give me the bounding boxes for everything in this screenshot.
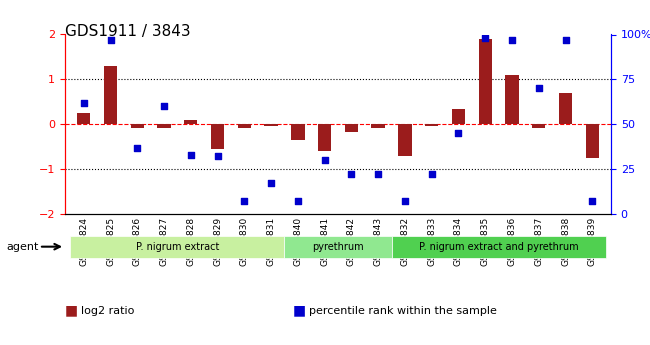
Point [132, 145, 142, 150]
Point [239, 199, 250, 204]
Point [79, 100, 89, 106]
Bar [532, 124, 545, 128]
Bar [478, 39, 492, 124]
FancyBboxPatch shape [391, 236, 606, 257]
Point [266, 181, 276, 186]
Bar [559, 93, 572, 124]
Text: agent: agent [6, 242, 39, 252]
Bar [104, 66, 117, 124]
Text: ■: ■ [65, 304, 78, 317]
Bar [371, 124, 385, 128]
Bar [505, 75, 519, 124]
Point [507, 37, 517, 43]
Point [213, 154, 223, 159]
FancyBboxPatch shape [285, 236, 391, 257]
Bar [398, 124, 411, 156]
Point [373, 172, 384, 177]
Bar [211, 124, 224, 149]
Point [534, 86, 544, 91]
Point [186, 152, 196, 157]
Bar [265, 124, 278, 126]
Text: GDS1911 / 3843: GDS1911 / 3843 [65, 24, 190, 39]
Point [105, 37, 116, 43]
Text: P. nigrum extract and pyrethrum: P. nigrum extract and pyrethrum [419, 242, 578, 252]
Bar [131, 124, 144, 128]
Bar [291, 124, 305, 140]
Point [560, 37, 571, 43]
Text: pyrethrum: pyrethrum [312, 242, 364, 252]
FancyBboxPatch shape [70, 236, 285, 257]
Point [480, 35, 490, 41]
Point [400, 199, 410, 204]
Text: P. nigrum extract: P. nigrum extract [136, 242, 219, 252]
Bar [425, 124, 438, 126]
Bar [452, 108, 465, 124]
Text: percentile rank within the sample: percentile rank within the sample [309, 306, 497, 315]
Point [292, 199, 303, 204]
Bar [184, 120, 198, 124]
Bar [77, 113, 90, 124]
Point [159, 104, 169, 109]
Text: ■: ■ [292, 304, 306, 317]
Bar [238, 124, 251, 128]
Point [587, 199, 597, 204]
Point [319, 157, 330, 163]
Bar [586, 124, 599, 158]
Bar [318, 124, 332, 151]
Point [346, 172, 357, 177]
Text: log2 ratio: log2 ratio [81, 306, 135, 315]
Point [426, 172, 437, 177]
Bar [344, 124, 358, 132]
Bar [157, 124, 171, 128]
Point [453, 130, 463, 136]
